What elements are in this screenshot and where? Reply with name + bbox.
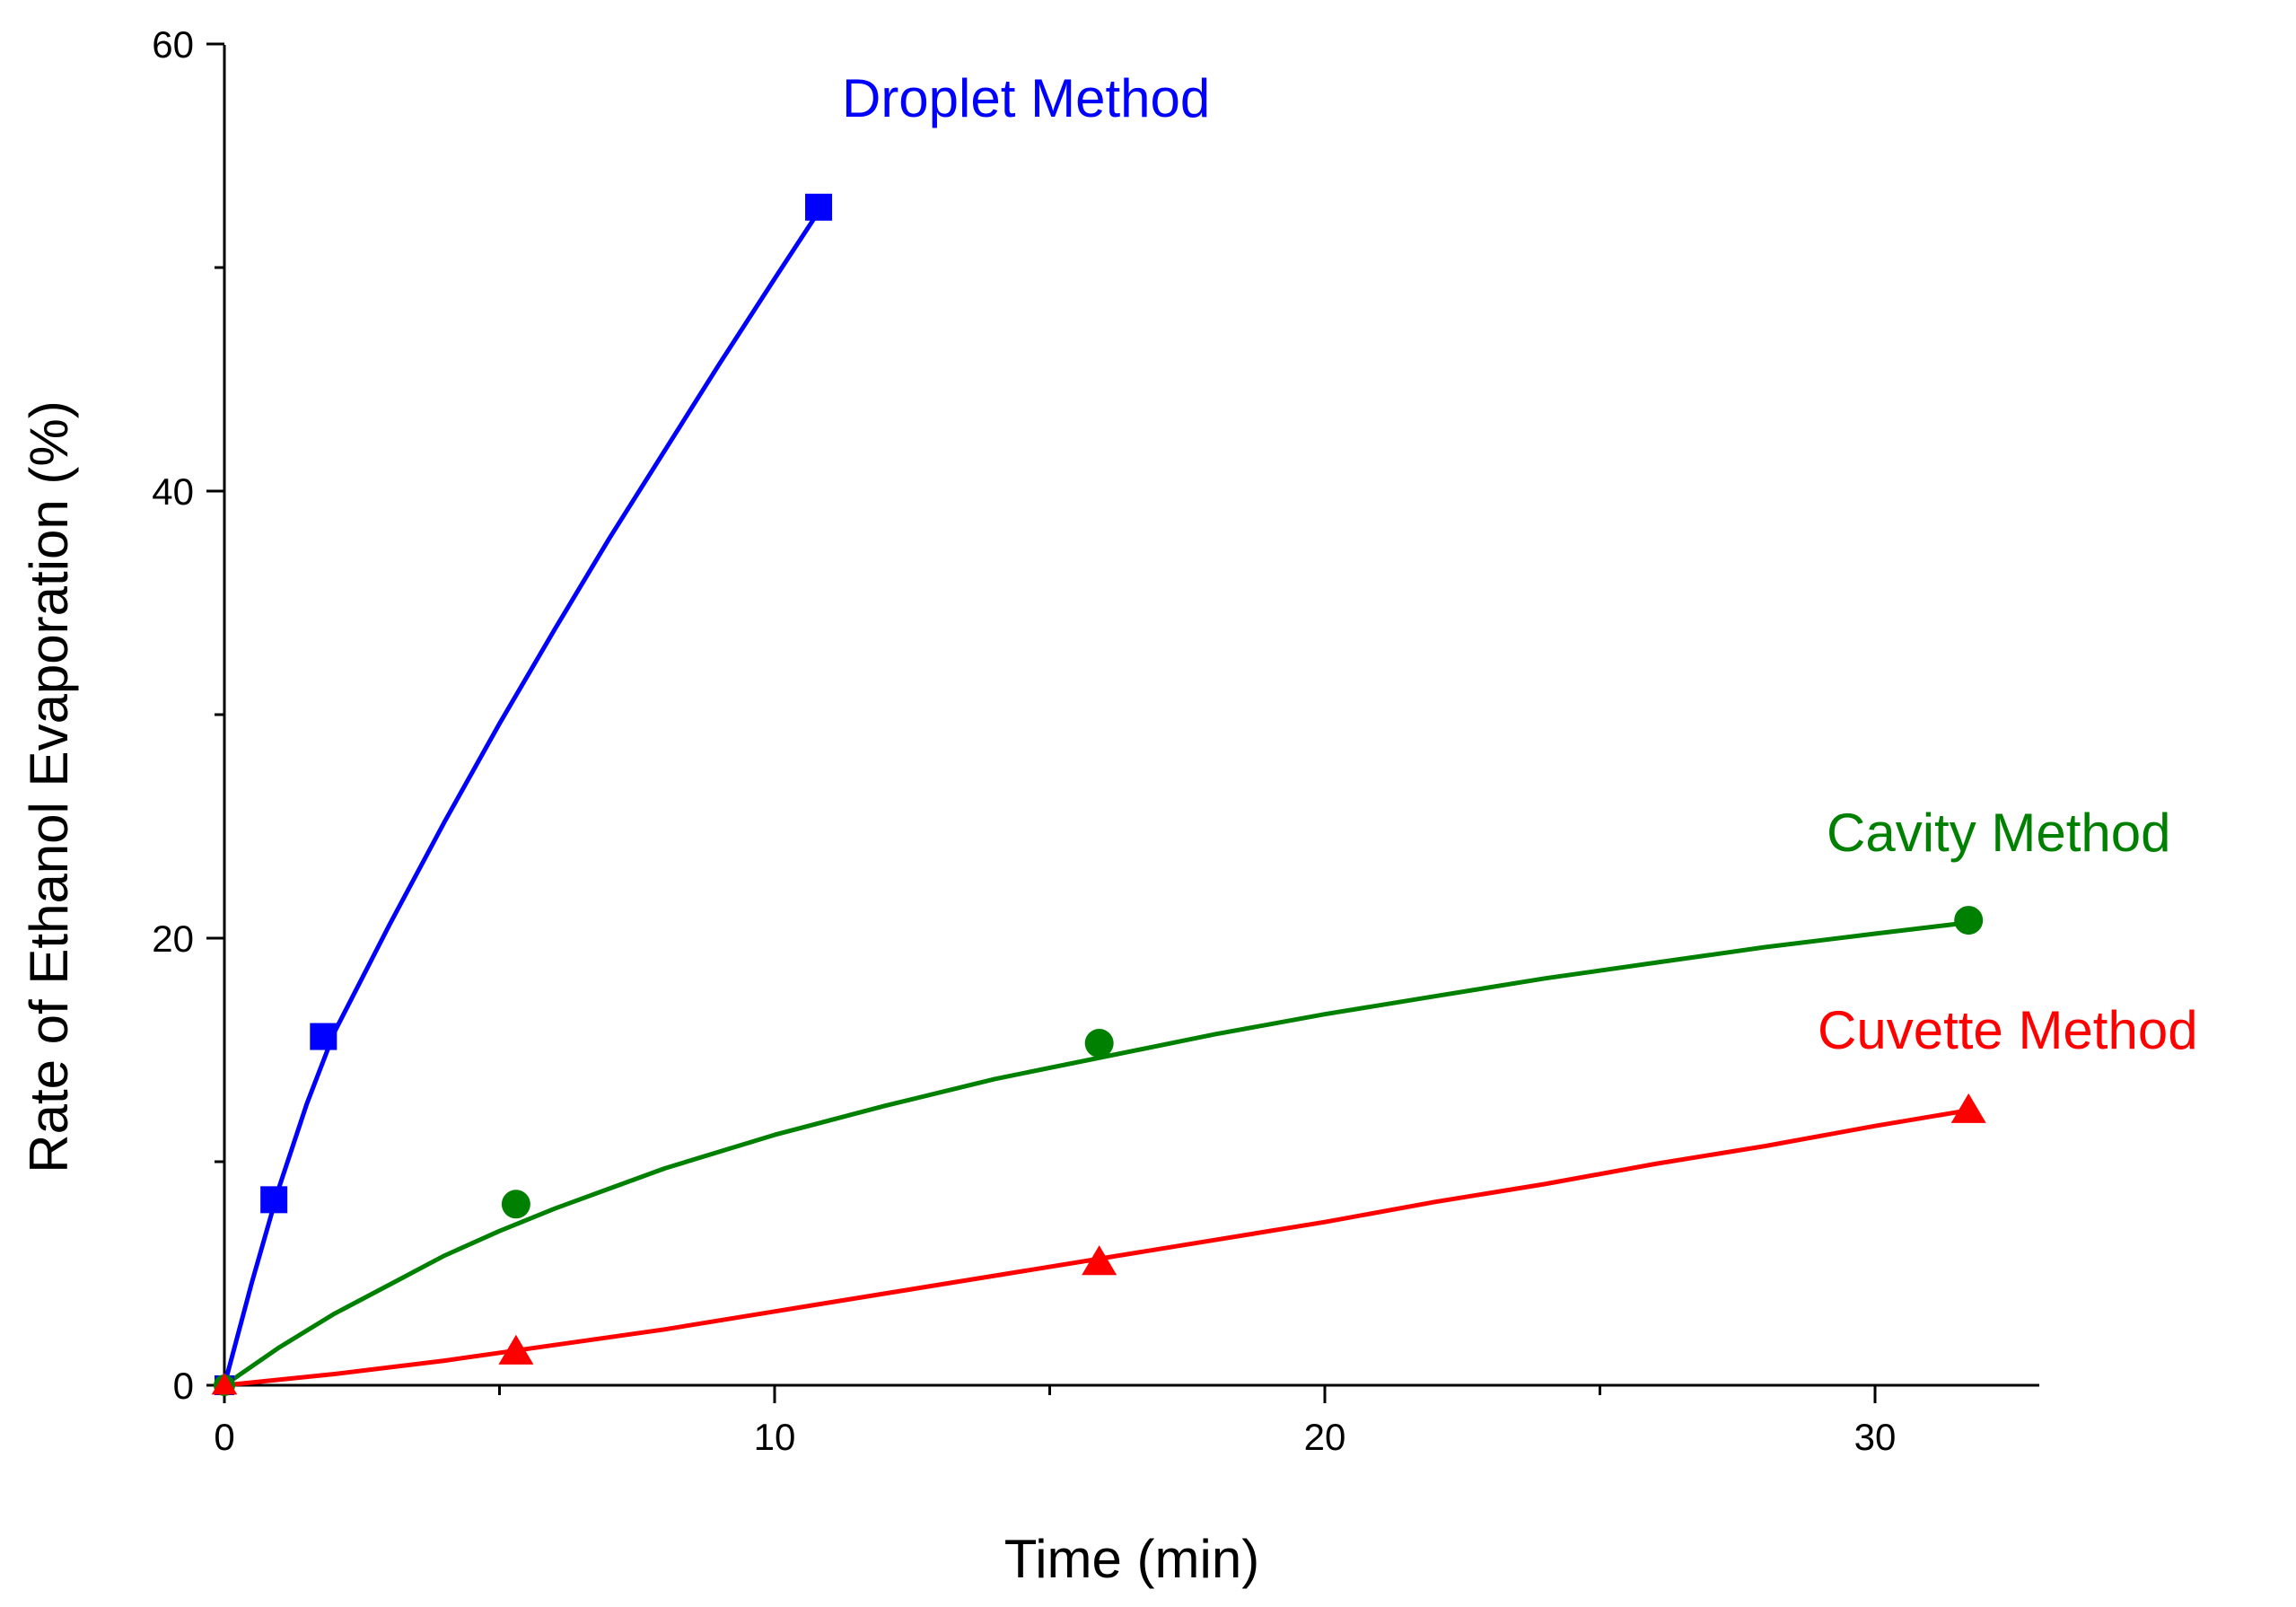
marker-cavity-point [1954,906,1984,935]
series-label-cuvette-method: Cuvette Method [1818,1000,2198,1060]
data-markers [211,193,1986,1396]
y-tick-label: 60 [152,23,194,66]
fit-curves [222,209,1971,1388]
y-tick-label: 0 [173,1365,194,1407]
x-tick-label: 20 [1304,1416,1346,1458]
marker-droplet-point [310,1023,337,1050]
fit-curve-cuvette [222,1108,1971,1388]
x-tick-label: 10 [754,1416,796,1458]
series-label-cavity-method: Cavity Method [1827,803,2171,863]
x-tick-label: 30 [1854,1416,1897,1458]
marker-droplet-point [260,1186,288,1214]
marker-cuvette-point [1082,1245,1117,1276]
axes: 0 10 20 30 0 20 40 60 [152,23,2039,1458]
y-axis-title: Rate of Ethanol Evaporation (%) [19,400,79,1172]
marker-droplet-point [805,193,833,221]
marker-cuvette-point [498,1334,534,1365]
marker-cavity-point [501,1190,530,1219]
series-label-droplet-method: Droplet Method [842,68,1210,128]
y-tick-label: 20 [152,918,194,960]
marker-cuvette-point [211,1373,238,1395]
fit-curve-droplet [222,209,821,1388]
fit-curve-cavity [222,920,1971,1388]
marker-cuvette-point [1950,1093,1986,1123]
x-tick-label: 0 [214,1416,234,1458]
marker-cavity-point [1084,1029,1114,1058]
x-axis-title: Time (min) [1004,1529,1259,1589]
text-labels: Time (min) Rate of Ethanol Evaporation (… [19,68,2198,1589]
y-tick-label: 40 [152,470,194,513]
